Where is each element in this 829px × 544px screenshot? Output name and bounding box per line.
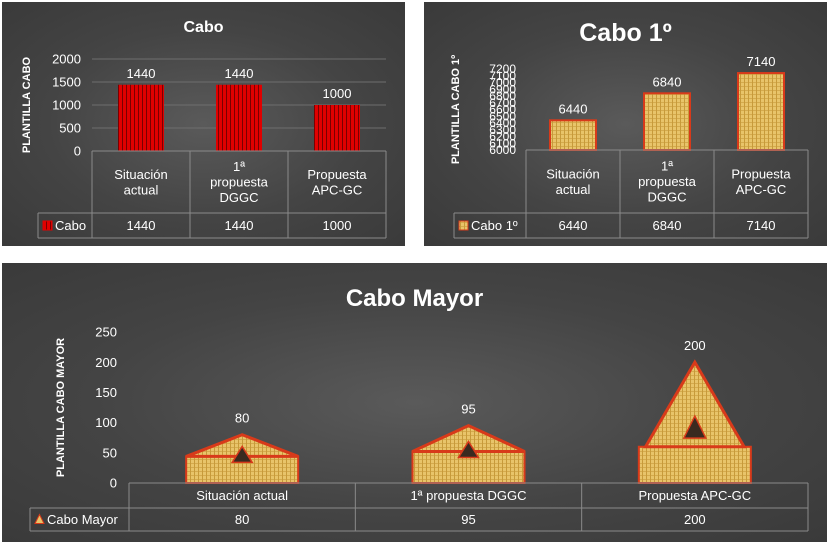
category-label: actual <box>124 182 159 197</box>
data-label: 7140 <box>747 54 776 69</box>
data-label: 6840 <box>653 74 682 89</box>
chart-title: Cabo 1º <box>579 19 671 47</box>
category-label: 1ª <box>661 158 673 173</box>
y-axis-label: PLANTILLA CABO <box>21 56 33 153</box>
category-label: DGGC <box>220 190 259 205</box>
category-label: 1ª propuesta DGGC <box>410 488 526 503</box>
bar-mark <box>643 92 691 152</box>
table-value: 6440 <box>559 218 588 233</box>
bar-mark <box>411 423 526 484</box>
y-tick-label: 150 <box>95 385 117 400</box>
y-tick-label: 0 <box>110 476 117 491</box>
category-label: Propuesta <box>307 167 367 182</box>
table-value: 1440 <box>127 218 156 233</box>
data-label: 80 <box>235 411 249 426</box>
y-tick-label: 7100 <box>489 69 516 83</box>
category-label: Situación <box>114 167 167 182</box>
bar-mark <box>185 433 300 484</box>
data-label: 200 <box>684 338 706 353</box>
y-tick-label: 7000 <box>489 76 516 90</box>
legend-label: Cabo 1º <box>471 218 518 233</box>
category-label: Propuesta APC-GC <box>638 488 751 503</box>
bar-mark <box>216 84 262 151</box>
legend-key <box>458 220 469 231</box>
y-tick-label: 6700 <box>489 96 516 110</box>
chart-panel-cabo-mayor: Cabo Mayor PLANTILLA CABO MAYOR 0 50 100 150 2… <box>2 263 827 542</box>
data-label: 6440 <box>559 101 588 116</box>
chart-panel-cabo-1: Cabo 1º PLANTILLA CABO 1º 6000 6100 6200 6300… <box>424 2 827 246</box>
bar-mark <box>549 119 597 152</box>
y-tick-label: 6200 <box>489 130 516 144</box>
table-value: 95 <box>461 512 475 527</box>
y-tick-label: 500 <box>59 121 81 136</box>
legend-key <box>34 513 45 524</box>
y-tick-label: 6900 <box>489 82 516 96</box>
y-tick-label: 6100 <box>489 136 516 150</box>
y-tick-label: 6600 <box>489 103 516 117</box>
y-axis-label: PLANTILLA CABO 1º <box>450 55 462 164</box>
y-tick-label: 100 <box>95 415 117 430</box>
y-tick-label: 6400 <box>489 116 516 130</box>
bar-mark <box>314 105 360 151</box>
category-label: DGGC <box>648 190 687 205</box>
data-label: 1440 <box>225 66 254 81</box>
legend-label: Cabo <box>55 218 86 233</box>
bar-mark <box>737 72 785 151</box>
table-value: 6840 <box>653 218 682 233</box>
y-tick-label: 6000 <box>489 143 516 157</box>
y-tick-label: 0 <box>74 144 81 159</box>
category-label: APC-GC <box>312 182 363 197</box>
legend-label: Cabo Mayor <box>47 512 118 527</box>
y-tick-label: 50 <box>103 445 117 460</box>
category-label: APC-GC <box>736 182 787 197</box>
legend-key <box>42 220 53 231</box>
category-label: propuesta <box>210 175 269 190</box>
category-label: Situación actual <box>196 488 288 503</box>
data-label: 95 <box>461 402 475 417</box>
data-label: 1440 <box>127 66 156 81</box>
bar-mark <box>637 359 752 484</box>
chart-panel-cabo: Cabo PLANTILLA CABO 0 500 1000 1500 2000 1440 14… <box>2 2 405 246</box>
table-value: 1440 <box>225 218 254 233</box>
y-tick-label: 200 <box>95 355 117 370</box>
category-label: 1ª <box>233 159 245 174</box>
y-tick-label: 2000 <box>52 52 81 67</box>
y-tick-label: 7200 <box>489 62 516 76</box>
y-tick-label: 1000 <box>52 98 81 113</box>
category-label: actual <box>556 182 591 197</box>
table-value: 80 <box>235 512 249 527</box>
table-value: 7140 <box>747 218 776 233</box>
y-tick-label: 250 <box>95 325 117 340</box>
category-label: Propuesta <box>731 166 791 181</box>
table-value: 1000 <box>323 218 352 233</box>
table-value: 200 <box>684 512 706 527</box>
y-tick-label: 6800 <box>489 89 516 103</box>
y-axis-label: PLANTILLA CABO MAYOR <box>55 338 67 477</box>
y-tick-label: 6300 <box>489 123 516 137</box>
bar-mark <box>118 84 164 151</box>
category-label: propuesta <box>638 174 697 189</box>
y-tick-label: 1500 <box>52 75 81 90</box>
y-tick-label: 6500 <box>489 109 516 123</box>
chart-title: Cabo <box>184 19 224 36</box>
chart-cabo: Cabo PLANTILLA CABO 0 500 1000 1500 2000 1440 14… <box>21 19 387 239</box>
category-label: Situación <box>546 166 599 181</box>
chart-title: Cabo Mayor <box>346 285 483 312</box>
data-label: 1000 <box>323 86 352 101</box>
chart-cabo-1: Cabo 1º PLANTILLA CABO 1º 6000610062006300… <box>450 19 809 239</box>
chart-cabo-mayor: Cabo Mayor PLANTILLA CABO MAYOR 0 50 100 150 2… <box>29 285 809 532</box>
